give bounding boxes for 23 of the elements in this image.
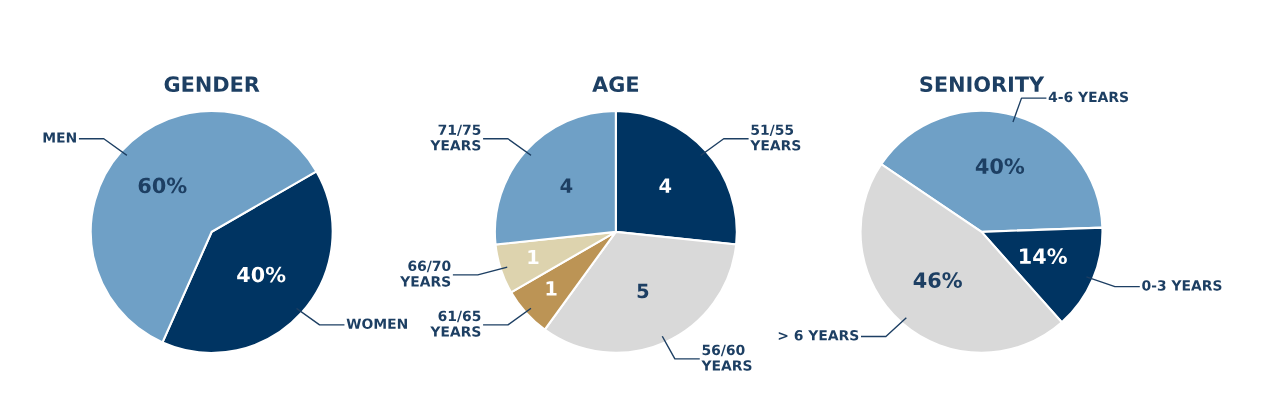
data-label: 14% xyxy=(1020,248,1067,265)
data-label: 1 xyxy=(528,249,539,265)
slice-label: MEN xyxy=(43,132,76,143)
chart-title: GENDER xyxy=(164,76,260,93)
data-label: 5 xyxy=(637,283,649,299)
data-label: 4 xyxy=(659,178,672,193)
slice-label: WOMEN xyxy=(346,318,407,329)
slice-label: > 6 YEARS xyxy=(778,330,859,341)
slice-label: 0-3 YEARS xyxy=(1142,280,1222,291)
data-label: 40% xyxy=(975,158,1025,174)
chart-title: AGE xyxy=(592,76,639,93)
slice-label: 61/65 YEARS xyxy=(430,310,481,337)
slice-label: 4-6 YEARS xyxy=(1048,91,1129,103)
data-label: 1 xyxy=(546,281,557,296)
data-label: 4 xyxy=(560,178,573,193)
slice-label: 71/75 YEARS xyxy=(430,124,481,151)
data-label: 40% xyxy=(237,266,286,283)
data-label: 60% xyxy=(138,177,187,194)
slice-label: 66/70 YEARS xyxy=(400,260,451,287)
data-label: 46% xyxy=(913,272,962,288)
slice-label: 51/55 YEARS xyxy=(750,124,801,151)
slice-label: 56/60 YEARS xyxy=(701,344,752,371)
chart-title: SENIORITY xyxy=(920,76,1045,93)
